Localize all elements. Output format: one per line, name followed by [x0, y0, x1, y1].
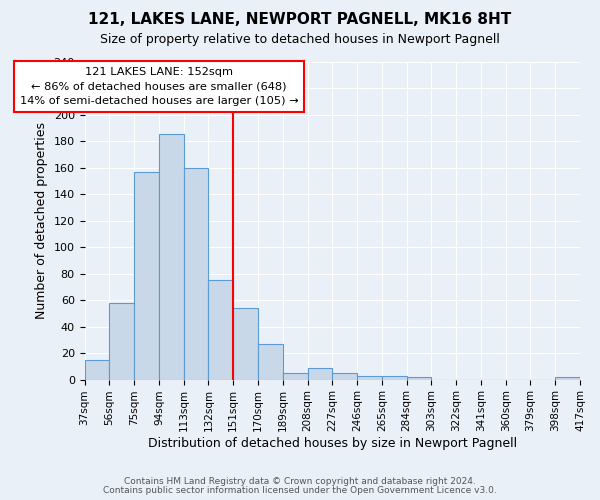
Bar: [134, 172, 159, 380]
Bar: [233, 308, 258, 380]
Bar: [407, 377, 431, 380]
Bar: [283, 373, 308, 380]
Bar: [308, 368, 332, 380]
Bar: [555, 377, 580, 380]
Text: 121 LAKES LANE: 152sqm
← 86% of detached houses are smaller (648)
14% of semi-de: 121 LAKES LANE: 152sqm ← 86% of detached…: [20, 67, 298, 106]
Text: Contains public sector information licensed under the Open Government Licence v3: Contains public sector information licen…: [103, 486, 497, 495]
Bar: [159, 134, 184, 380]
Bar: [208, 280, 233, 380]
Bar: [85, 360, 109, 380]
Text: 121, LAKES LANE, NEWPORT PAGNELL, MK16 8HT: 121, LAKES LANE, NEWPORT PAGNELL, MK16 8…: [88, 12, 512, 28]
X-axis label: Distribution of detached houses by size in Newport Pagnell: Distribution of detached houses by size …: [148, 437, 517, 450]
Text: Size of property relative to detached houses in Newport Pagnell: Size of property relative to detached ho…: [100, 32, 500, 46]
Bar: [382, 376, 407, 380]
Y-axis label: Number of detached properties: Number of detached properties: [35, 122, 48, 319]
Text: Contains HM Land Registry data © Crown copyright and database right 2024.: Contains HM Land Registry data © Crown c…: [124, 477, 476, 486]
Bar: [184, 168, 208, 380]
Bar: [258, 344, 283, 380]
Bar: [109, 302, 134, 380]
Bar: [357, 376, 382, 380]
Bar: [332, 373, 357, 380]
